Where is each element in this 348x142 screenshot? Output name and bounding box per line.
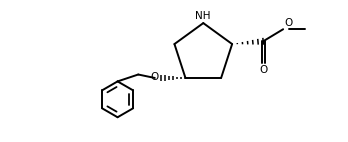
Text: O: O — [151, 72, 159, 82]
Text: O: O — [259, 65, 267, 75]
Text: O: O — [285, 17, 293, 28]
Text: NH: NH — [195, 11, 210, 21]
